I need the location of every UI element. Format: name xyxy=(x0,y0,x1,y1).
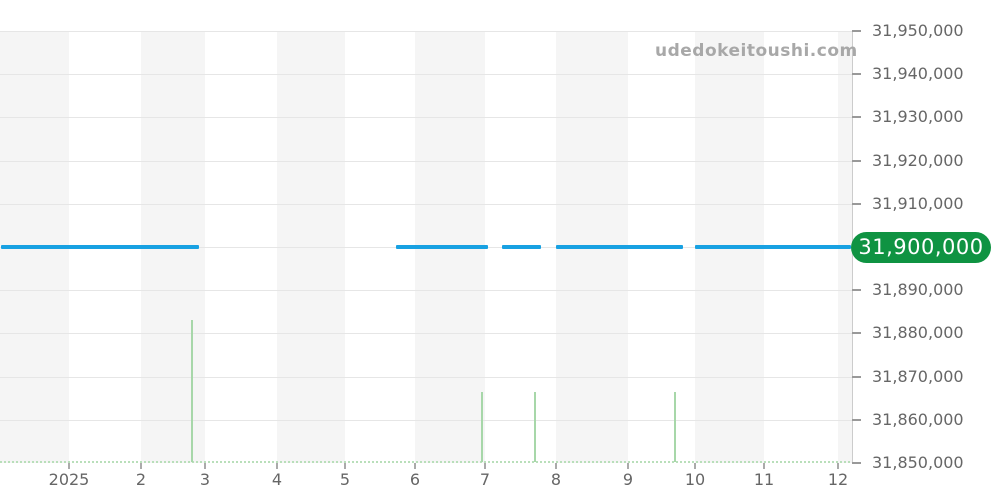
y-axis-tick xyxy=(852,462,861,464)
x-axis-tick xyxy=(204,463,206,469)
current-price-badge: 31,900,000 xyxy=(851,232,991,263)
gridline xyxy=(0,204,852,205)
y-axis-tick xyxy=(852,116,861,118)
y-axis-label: 31,940,000 xyxy=(872,64,964,83)
x-axis-tick xyxy=(140,463,142,469)
x-axis-tick xyxy=(763,463,765,469)
activity-spike[interactable] xyxy=(481,392,483,462)
y-axis-label: 31,870,000 xyxy=(872,367,964,386)
x-axis-tick xyxy=(694,463,696,469)
y-axis-label: 31,860,000 xyxy=(872,410,964,429)
y-axis-tick xyxy=(852,73,861,75)
price-line-segment[interactable] xyxy=(396,245,488,249)
y-axis-tick xyxy=(852,203,861,205)
x-axis-label: 11 xyxy=(753,470,775,489)
y-axis-tick xyxy=(852,419,861,421)
y-axis-label: 31,930,000 xyxy=(872,107,964,126)
x-axis-tick xyxy=(555,463,557,469)
gridline xyxy=(0,117,852,118)
y-axis-tick xyxy=(852,160,861,162)
x-axis-label: 2 xyxy=(135,470,147,489)
x-axis-tick xyxy=(484,463,486,469)
price-line-segment[interactable] xyxy=(695,245,851,249)
y-axis-label: 31,950,000 xyxy=(872,21,964,40)
x-axis-tick xyxy=(276,463,278,469)
gridline xyxy=(0,333,852,334)
activity-spike[interactable] xyxy=(534,392,536,462)
x-axis-tick xyxy=(68,463,70,469)
y-axis-label: 31,920,000 xyxy=(872,151,964,170)
x-axis-label: 6 xyxy=(409,470,421,489)
x-axis-label: 5 xyxy=(339,470,351,489)
activity-spike[interactable] xyxy=(191,320,193,462)
y-axis-label: 31,880,000 xyxy=(872,323,964,342)
x-axis-label: 2025 xyxy=(48,470,90,489)
x-axis-label: 7 xyxy=(479,470,491,489)
watermark: udedokeitoushi.com xyxy=(655,41,858,61)
x-axis-label: 4 xyxy=(271,470,283,489)
y-axis-tick xyxy=(852,289,861,291)
y-axis-label: 31,850,000 xyxy=(872,453,964,472)
x-axis-tick xyxy=(414,463,416,469)
x-axis-label: 8 xyxy=(550,470,562,489)
x-axis-tick xyxy=(837,463,839,469)
x-axis-label: 3 xyxy=(199,470,211,489)
gridline xyxy=(0,161,852,162)
y-axis-tick xyxy=(852,332,861,334)
x-axis-tick xyxy=(344,463,346,469)
gridline xyxy=(0,377,852,378)
gridline xyxy=(0,31,852,32)
x-axis-label: 12 xyxy=(827,470,849,489)
gridline xyxy=(0,420,852,421)
y-axis-label: 31,890,000 xyxy=(872,280,964,299)
price-line-segment[interactable] xyxy=(1,245,199,249)
y-axis-label: 31,910,000 xyxy=(872,194,964,213)
x-axis-tick xyxy=(627,463,629,469)
activity-spike[interactable] xyxy=(674,392,676,462)
x-axis-label: 9 xyxy=(622,470,634,489)
price-line-segment[interactable] xyxy=(502,245,541,249)
x-axis-label: 10 xyxy=(684,470,706,489)
y-axis-tick xyxy=(852,30,861,32)
gridline xyxy=(0,290,852,291)
price-line-segment[interactable] xyxy=(556,245,683,249)
gridline xyxy=(0,74,852,75)
y-axis-tick xyxy=(852,376,861,378)
x-axis-baseline xyxy=(0,461,852,463)
